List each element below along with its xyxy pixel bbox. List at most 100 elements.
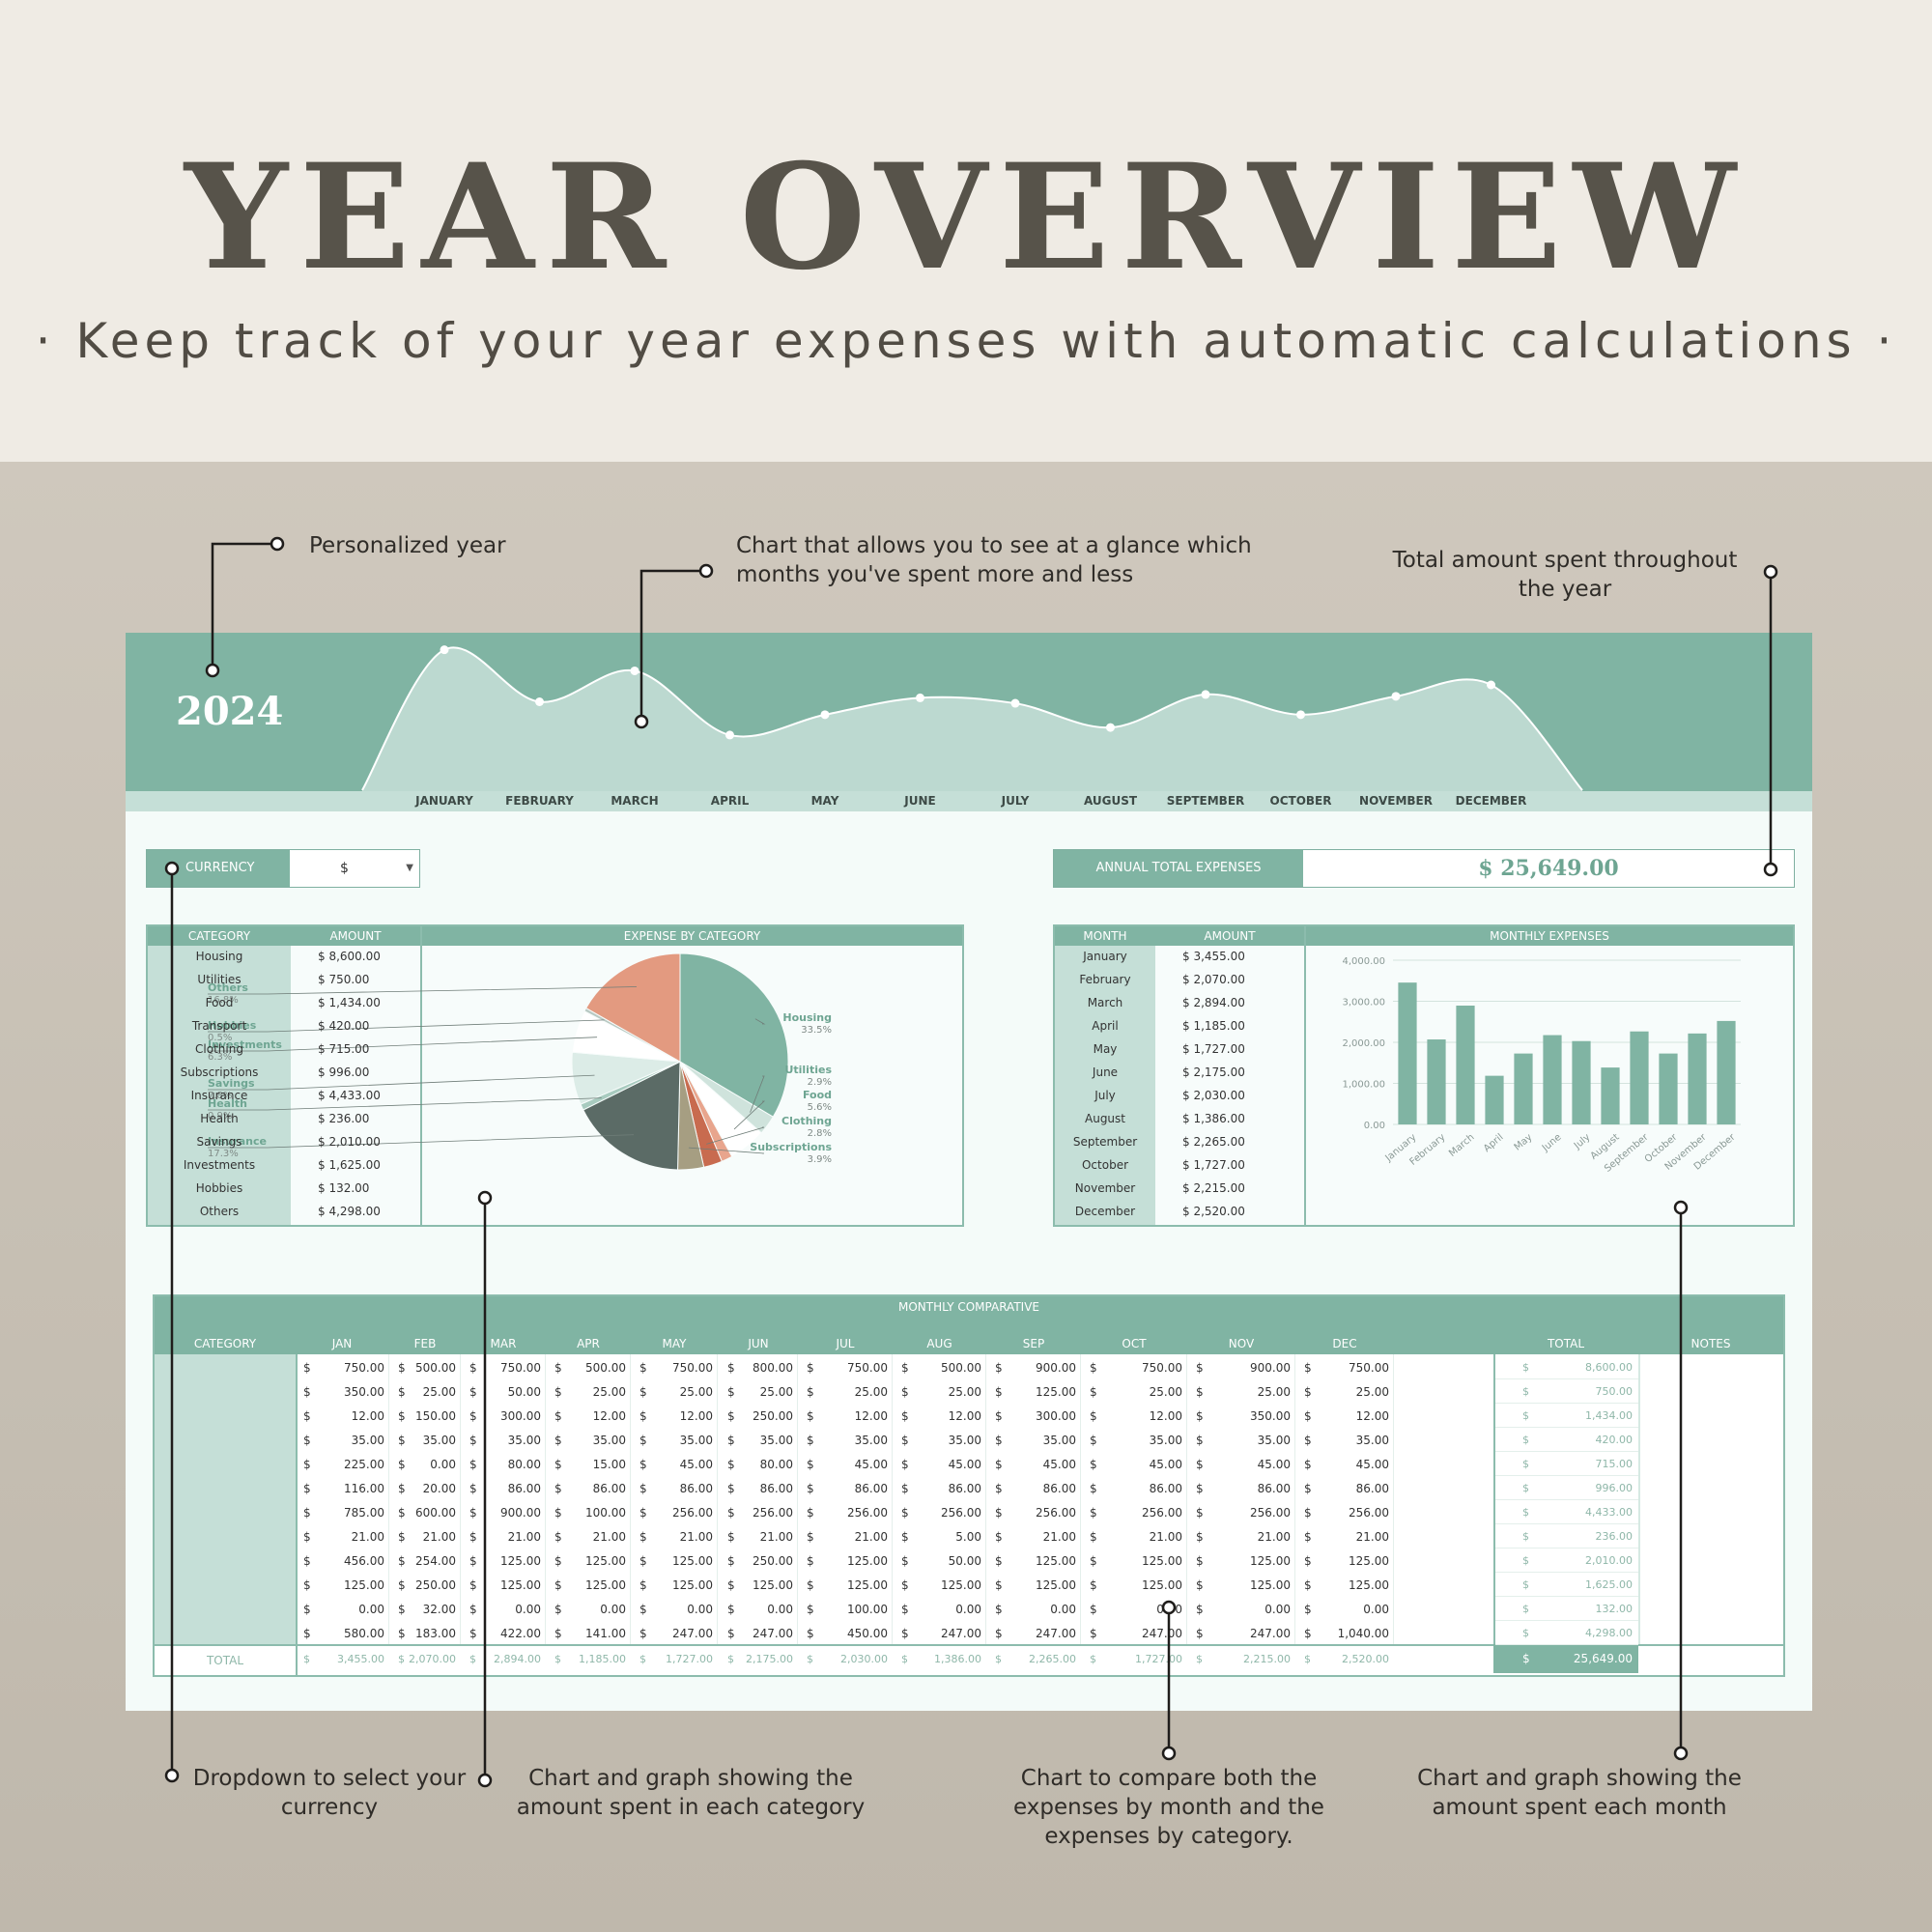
comparative-cell: 500.00 bbox=[415, 1361, 456, 1375]
year-banner: 2024 bbox=[126, 633, 1812, 791]
month-panel: MONTH AMOUNT MONTHLY EXPENSES 0.00 1,000.… bbox=[1053, 924, 1795, 1227]
comparative-cell: 125.00 bbox=[1250, 1554, 1291, 1568]
comparative-cell: 86.00 bbox=[592, 1482, 626, 1495]
currency-symbol: $ bbox=[901, 1482, 909, 1495]
category-amount: $ 996.00 bbox=[318, 1065, 370, 1079]
comparative-cell: 125.00 bbox=[847, 1578, 888, 1592]
comparative-cell: 116.00 bbox=[344, 1482, 384, 1495]
trend-point-june bbox=[916, 693, 924, 702]
comparative-cell: 300.00 bbox=[1036, 1409, 1076, 1423]
row-total: 1,434.00 bbox=[1585, 1409, 1633, 1422]
comparative-cell: 0.00 bbox=[430, 1458, 456, 1471]
currency-dropdown[interactable]: $ bbox=[340, 861, 349, 876]
currency-symbol: $ bbox=[1522, 1530, 1529, 1543]
comparative-cell: 900.00 bbox=[1250, 1361, 1291, 1375]
row-divider bbox=[1495, 1451, 1638, 1452]
comparative-cell: 125.00 bbox=[500, 1578, 541, 1592]
currency-symbol: $ bbox=[727, 1653, 734, 1665]
category-name: Investments bbox=[183, 1158, 256, 1172]
pie-label: Subscriptions bbox=[750, 1141, 832, 1153]
currency-symbol: $ bbox=[995, 1361, 1003, 1375]
bar-march bbox=[1456, 1006, 1475, 1124]
currency-symbol: $ bbox=[727, 1409, 735, 1423]
month-amount: $ 2,070.00 bbox=[1182, 973, 1245, 986]
currency-symbol: $ bbox=[995, 1653, 1002, 1665]
comparative-category-column bbox=[155, 1354, 296, 1644]
pie-leader bbox=[208, 1019, 605, 1033]
expense-pie-chart: Housing33.5%Utilities2.9%Food5.6%Clothin… bbox=[208, 952, 832, 1171]
month-column-header: MAR bbox=[490, 1337, 517, 1350]
currency-symbol: $ bbox=[727, 1578, 735, 1592]
currency-symbol: $ bbox=[1522, 1434, 1529, 1446]
comparative-cell: 86.00 bbox=[1149, 1482, 1182, 1495]
column-total: 2,030.00 bbox=[840, 1653, 888, 1665]
page-subtitle: · Keep track of your year expenses with … bbox=[35, 313, 1897, 369]
currency-selector[interactable]: CURRENCY $ ▼ bbox=[146, 849, 420, 888]
currency-symbol: $ bbox=[1304, 1603, 1312, 1616]
trend-point-september bbox=[1201, 690, 1210, 699]
currency-symbol: $ bbox=[1196, 1434, 1204, 1447]
currency-symbol: $ bbox=[554, 1554, 562, 1568]
category-name: Savings bbox=[196, 1135, 242, 1149]
comparative-cell: 125.00 bbox=[1036, 1554, 1076, 1568]
year-label[interactable]: 2024 bbox=[176, 689, 284, 734]
currency-symbol: $ bbox=[1196, 1385, 1204, 1399]
currency-symbol: $ bbox=[398, 1554, 406, 1568]
column-total: 2,265.00 bbox=[1029, 1653, 1076, 1665]
currency-symbol: $ bbox=[398, 1458, 406, 1471]
comparative-cell: 0.00 bbox=[600, 1603, 626, 1616]
column-total: 2,175.00 bbox=[746, 1653, 793, 1665]
pie-percent: 33.5% bbox=[801, 1025, 832, 1036]
category-amount: $ 4,298.00 bbox=[318, 1205, 381, 1218]
currency-symbol: $ bbox=[469, 1385, 477, 1399]
currency-symbol: $ bbox=[469, 1482, 477, 1495]
row-divider bbox=[1495, 1403, 1638, 1404]
currency-symbol: $ bbox=[727, 1627, 735, 1640]
currency-symbol: $ bbox=[995, 1482, 1003, 1495]
pie-percent: 6.3% bbox=[208, 1052, 232, 1063]
comparative-cell: 350.00 bbox=[344, 1385, 384, 1399]
currency-symbol: $ bbox=[303, 1554, 311, 1568]
amount-header: AMOUNT bbox=[291, 926, 420, 946]
currency-symbol: $ bbox=[995, 1627, 1003, 1640]
comparative-cell: 86.00 bbox=[948, 1482, 981, 1495]
comparative-cell: 25.00 bbox=[1149, 1385, 1182, 1399]
pie-label: Health bbox=[208, 1097, 247, 1110]
comparative-cell: 500.00 bbox=[585, 1361, 626, 1375]
bar-february bbox=[1427, 1039, 1446, 1124]
row-divider bbox=[1495, 1475, 1638, 1476]
chevron-down-icon[interactable]: ▼ bbox=[406, 863, 413, 873]
currency-symbol: $ bbox=[807, 1385, 814, 1399]
category-amount: $ 750.00 bbox=[318, 973, 370, 986]
month-label-september: SEPTEMBER bbox=[1166, 794, 1245, 808]
month-column bbox=[1055, 946, 1155, 1225]
x-tick-label: April bbox=[1482, 1132, 1506, 1154]
currency-symbol: $ bbox=[901, 1578, 909, 1592]
currency-symbol: $ bbox=[1090, 1506, 1097, 1520]
comparative-cell: 125.00 bbox=[585, 1578, 626, 1592]
pie-percent: 17.3% bbox=[208, 1149, 239, 1159]
comparative-cell: 25.00 bbox=[679, 1385, 713, 1399]
comparative-cell: 0.00 bbox=[955, 1603, 981, 1616]
trend-point-july bbox=[1010, 698, 1020, 708]
comparative-cell: 350.00 bbox=[1250, 1409, 1291, 1423]
currency-symbol: $ bbox=[995, 1434, 1003, 1447]
month-column-header: MAY bbox=[662, 1337, 687, 1350]
comparative-cell: 580.00 bbox=[344, 1627, 384, 1640]
comparative-cell: 500.00 bbox=[941, 1361, 981, 1375]
month-name: March bbox=[1087, 996, 1123, 1009]
row-total: 8,600.00 bbox=[1585, 1361, 1633, 1374]
pie-percent: 16.8% bbox=[208, 995, 239, 1006]
currency-symbol: $ bbox=[807, 1578, 814, 1592]
currency-symbol: $ bbox=[1090, 1603, 1097, 1616]
month-name: February bbox=[1079, 973, 1131, 986]
currency-symbol: $ bbox=[1522, 1409, 1529, 1422]
column-total: 1,727.00 bbox=[1135, 1653, 1182, 1665]
comparative-cell: 785.00 bbox=[344, 1506, 384, 1520]
comparative-cell: 125.00 bbox=[672, 1554, 713, 1568]
currency-symbol: $ bbox=[469, 1653, 476, 1665]
currency-symbol: $ bbox=[901, 1530, 909, 1544]
row-divider bbox=[1495, 1572, 1638, 1573]
month-amount: $ 1,727.00 bbox=[1182, 1158, 1245, 1172]
currency-symbol: $ bbox=[995, 1578, 1003, 1592]
